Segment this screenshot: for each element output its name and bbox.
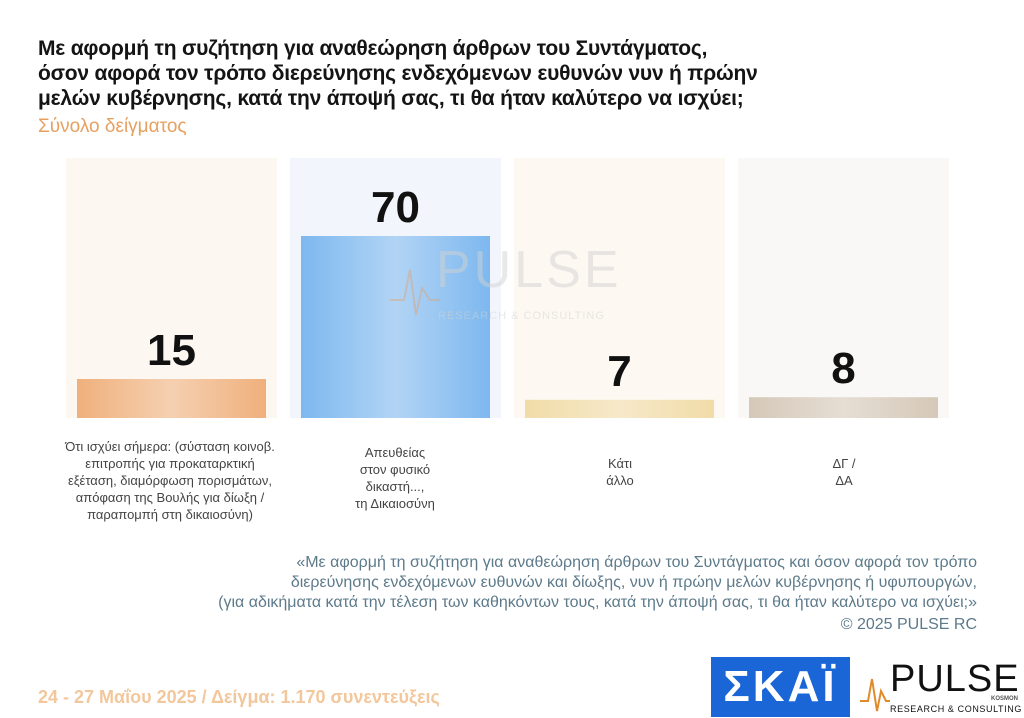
- chart-subtitle: Σύνολο δείγματος: [38, 116, 187, 137]
- bar-panel: [66, 158, 277, 418]
- category-line: στον φυσικό: [359, 462, 431, 477]
- pulse-logo: PULSE KOSMON RESEARCH & CONSULTING: [860, 659, 1024, 718]
- bar-chart: 15 70 7 8: [66, 158, 949, 418]
- category-line: επιτροπής για προκαταρκτική: [85, 456, 255, 471]
- bar: [301, 236, 490, 418]
- category-line: εξέταση, διαμόρφωση πορισμάτων,: [67, 473, 273, 488]
- bar-panel: [514, 158, 725, 418]
- category-label-direct: Απευθείας στον φυσικό δικαστή..., τη Δικ…: [320, 444, 470, 512]
- category-label-current: Ότι ισχύει σήμερα: (σύσταση κοινοβ. επιτ…: [40, 438, 300, 523]
- pulse-watermark: PULSE RESEARCH & CONSULTING: [390, 240, 650, 330]
- title-line: Με αφορμή τη συζήτηση για αναθεώρηση άρθ…: [38, 37, 708, 60]
- pulse-logo-sub: RESEARCH & CONSULTING: [890, 704, 1022, 714]
- data-label: 70: [371, 183, 420, 232]
- category-line: Απευθείας: [364, 445, 426, 460]
- pulse-wave-icon: [860, 678, 890, 712]
- category-line: ΔΓ /: [832, 456, 856, 471]
- data-label: 7: [607, 347, 631, 396]
- data-label: 8: [831, 344, 855, 393]
- category-line: παραπομπή στη δικαιοσύνη): [87, 507, 253, 522]
- category-line: τη Δικαιοσύνη: [355, 496, 435, 511]
- bar-panel: [738, 158, 949, 418]
- title-line: όσον αφορά τον τρόπο διερεύνησης ενδεχόμ…: [38, 62, 758, 85]
- survey-footer: 24 - 27 Μαΐου 2025 / Δείγμα: 1.170 συνεν…: [38, 687, 440, 707]
- copyright: © 2025 PULSE RC: [840, 616, 977, 633]
- bar: [77, 379, 266, 418]
- note-line: (για αδικήματα κατά την τέλεση των καθηκ…: [218, 594, 977, 611]
- note-line: «Με αφορμή τη συζήτηση για αναθεώρηση άρ…: [296, 554, 977, 571]
- category-line: Ότι ισχύει σήμερα: (σύσταση κοινοβ.: [65, 439, 275, 454]
- chart-title: Με αφορμή τη συζήτηση για αναθεώρηση άρθ…: [38, 36, 798, 111]
- data-label: 15: [147, 326, 196, 375]
- category-line: απόφαση της Βουλής για δίωξη /: [75, 490, 265, 505]
- category-line: άλλο: [606, 473, 634, 488]
- question-note: «Με αφορμή τη συζήτηση για αναθεώρηση άρ…: [218, 553, 977, 635]
- category-label-dk: ΔΓ / ΔΑ: [794, 455, 894, 489]
- title-line: μελών κυβέρνησης, κατά την άποψή σας, τι…: [38, 87, 744, 110]
- bar: [749, 397, 938, 418]
- watermark-word: PULSE: [436, 241, 622, 299]
- bar: [525, 399, 714, 418]
- category-label-other: Κάτι άλλο: [570, 455, 670, 489]
- watermark-sub: RESEARCH & CONSULTING: [438, 310, 605, 322]
- note-line: διερεύνησης ενδεχόμενων ευθυνών και δίωξ…: [290, 574, 977, 591]
- pulse-logo-word: PULSE: [890, 658, 1020, 700]
- category-line: ΔΑ: [835, 473, 853, 488]
- pulse-logo-small: KOSMON: [991, 696, 1018, 702]
- category-line: Κάτι: [607, 456, 633, 471]
- skai-logo: ΣΚΑΪ: [711, 657, 850, 717]
- category-line: δικαστή...,: [365, 479, 425, 494]
- pulse-wave-icon: [390, 269, 440, 316]
